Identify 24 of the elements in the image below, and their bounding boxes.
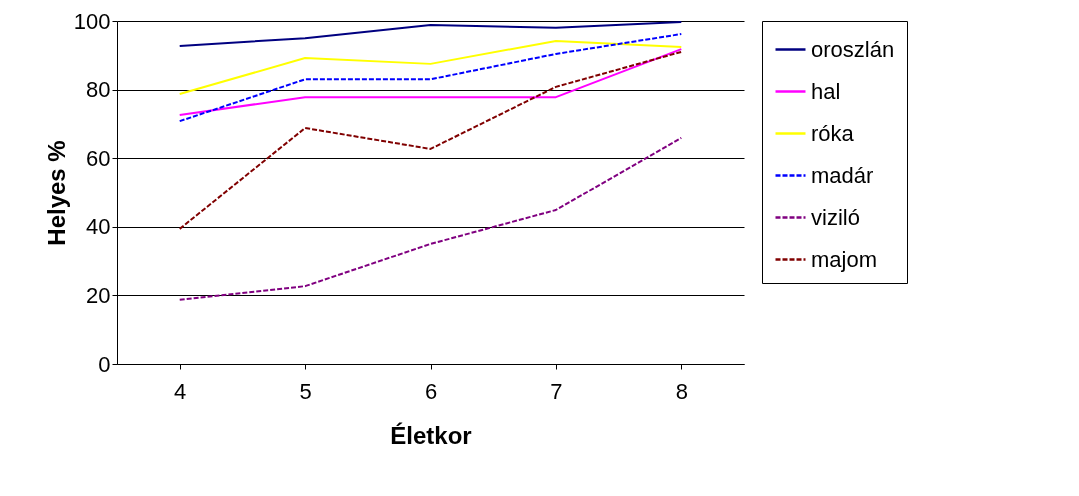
y-tick-label: 40	[86, 214, 111, 240]
y-tick-label: 20	[86, 282, 111, 308]
legend-label: oroszlán	[811, 36, 895, 62]
line-series	[178, 33, 683, 123]
line-series	[178, 21, 683, 48]
x-tick-label: 7	[550, 378, 563, 404]
x-tick-label: 4	[174, 378, 187, 404]
y-tick-label: 60	[86, 145, 111, 171]
x-tick-label: 8	[675, 378, 688, 404]
y-tick-label: 80	[86, 77, 111, 103]
legend-label: madár	[811, 162, 874, 188]
x-tick-label: 5	[299, 378, 312, 404]
line-series	[178, 50, 683, 230]
line-series	[178, 136, 683, 301]
legend-label: majom	[811, 246, 878, 272]
legend-label: hal	[811, 78, 841, 104]
y-tick-label: 100	[73, 8, 111, 34]
legend-label: viziló	[811, 204, 860, 230]
line-series	[178, 39, 683, 96]
legend-label: róka	[811, 120, 855, 146]
y-tick-label: 0	[98, 351, 111, 377]
y-axis-title: Helyes %	[42, 140, 70, 246]
x-axis-title: Életkor	[390, 421, 472, 449]
x-tick-label: 6	[424, 378, 438, 404]
